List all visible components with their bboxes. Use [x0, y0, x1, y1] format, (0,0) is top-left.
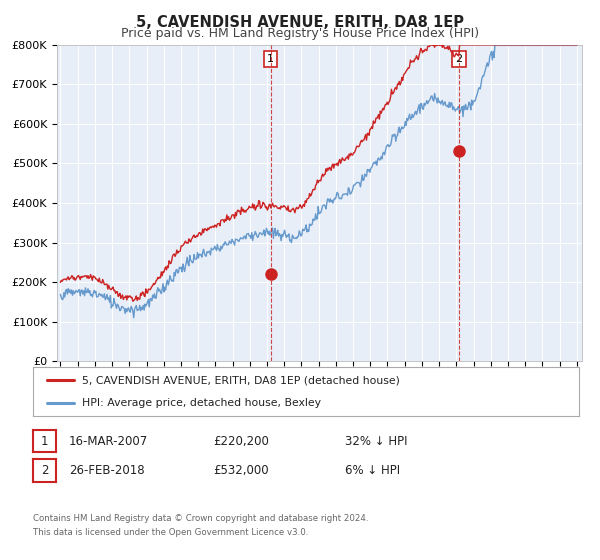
Text: Price paid vs. HM Land Registry's House Price Index (HPI): Price paid vs. HM Land Registry's House … — [121, 27, 479, 40]
Text: This data is licensed under the Open Government Licence v3.0.: This data is licensed under the Open Gov… — [33, 528, 308, 536]
Text: 1: 1 — [41, 435, 48, 448]
Text: HPI: Average price, detached house, Bexley: HPI: Average price, detached house, Bexl… — [82, 398, 321, 408]
Text: 5, CAVENDISH AVENUE, ERITH, DA8 1EP (detached house): 5, CAVENDISH AVENUE, ERITH, DA8 1EP (det… — [82, 375, 400, 385]
Text: 5, CAVENDISH AVENUE, ERITH, DA8 1EP: 5, CAVENDISH AVENUE, ERITH, DA8 1EP — [136, 15, 464, 30]
Text: 16-MAR-2007: 16-MAR-2007 — [69, 435, 148, 448]
Text: 2: 2 — [41, 464, 48, 477]
Text: £220,200: £220,200 — [213, 435, 269, 448]
Text: 1: 1 — [267, 54, 274, 64]
Text: 6% ↓ HPI: 6% ↓ HPI — [345, 464, 400, 477]
Text: 32% ↓ HPI: 32% ↓ HPI — [345, 435, 407, 448]
Text: 2: 2 — [455, 54, 463, 64]
Text: Contains HM Land Registry data © Crown copyright and database right 2024.: Contains HM Land Registry data © Crown c… — [33, 514, 368, 523]
Text: £532,000: £532,000 — [213, 464, 269, 477]
Text: 26-FEB-2018: 26-FEB-2018 — [69, 464, 145, 477]
